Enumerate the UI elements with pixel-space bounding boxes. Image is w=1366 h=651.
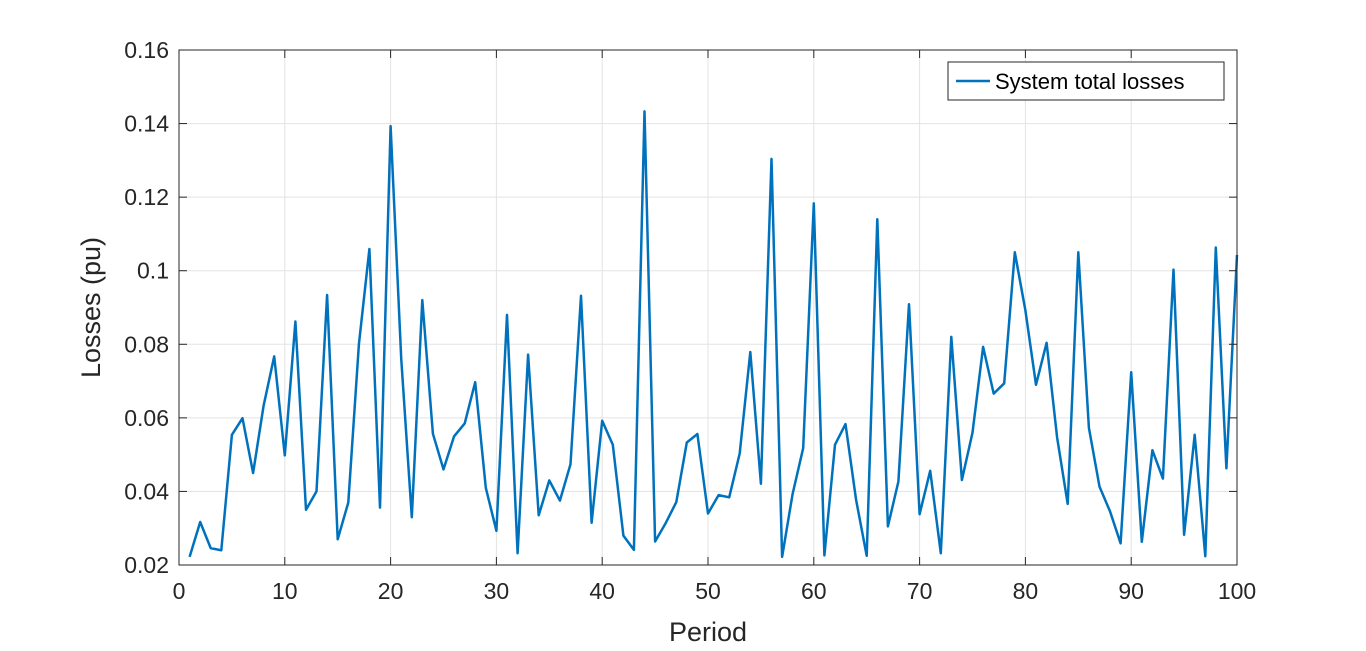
y-tick-label: 0.08 <box>124 331 169 357</box>
x-tick-label: 70 <box>907 578 933 604</box>
x-tick-label: 80 <box>1013 578 1039 604</box>
x-tick-label: 40 <box>589 578 615 604</box>
grid-lines <box>178 49 1238 566</box>
y-tick-label: 0.02 <box>124 552 169 578</box>
x-axis-label: Period <box>669 617 747 647</box>
legend: System total losses <box>947 61 1225 101</box>
x-tick-label: 50 <box>695 578 721 604</box>
y-tick-label: 0.12 <box>124 184 169 210</box>
x-tick-label: 10 <box>272 578 298 604</box>
y-axis-label: Losses (pu) <box>76 237 106 378</box>
legend-box <box>947 61 1225 101</box>
series-line-system-total-losses <box>188 110 1239 559</box>
tick-labels: 0 10 20 30 40 50 60 70 80 90 100 0.02 0.04 0.06 0.08 0.… <box>124 37 1256 604</box>
y-tick-label: 0.14 <box>124 111 169 137</box>
series-lines <box>188 110 1239 559</box>
y-tick-label: 0.04 <box>124 478 169 504</box>
legend-label-system-total-losses: System total losses <box>995 69 1185 94</box>
y-tick-label: 0.06 <box>124 405 169 431</box>
x-tick-label: 100 <box>1218 578 1256 604</box>
x-tick-label: 30 <box>484 578 510 604</box>
x-tick-label: 0 <box>173 578 186 604</box>
y-tick-label: 0.1 <box>137 258 169 284</box>
y-tick-label: 0.16 <box>124 37 169 63</box>
axis-ticks <box>178 49 1238 566</box>
x-tick-label: 60 <box>801 578 827 604</box>
x-tick-label: 90 <box>1118 578 1144 604</box>
x-tick-label: 20 <box>378 578 404 604</box>
